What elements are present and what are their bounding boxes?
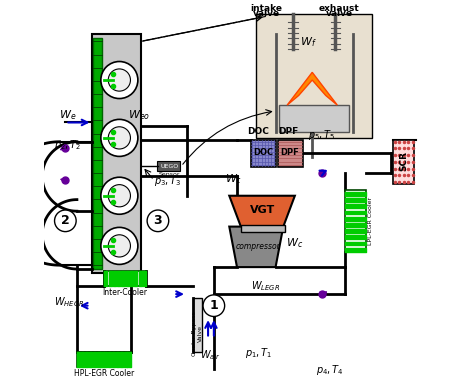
FancyBboxPatch shape [250, 140, 275, 167]
Text: 2: 2 [61, 215, 70, 227]
Text: Sensor: Sensor [159, 172, 180, 177]
Text: $W_{LEGR}$: $W_{LEGR}$ [251, 279, 281, 293]
Text: exhaust: exhaust [319, 4, 360, 12]
Text: VGT: VGT [249, 206, 275, 215]
Circle shape [203, 295, 225, 316]
Text: $W_t$: $W_t$ [225, 172, 241, 186]
Text: SCR: SCR [399, 151, 408, 171]
Text: DPF: DPF [281, 149, 299, 158]
FancyBboxPatch shape [104, 271, 146, 286]
Circle shape [101, 227, 138, 264]
FancyBboxPatch shape [241, 225, 285, 232]
Text: $W_{HEGR}$: $W_{HEGR}$ [54, 296, 84, 310]
Circle shape [108, 235, 130, 257]
FancyBboxPatch shape [93, 37, 101, 269]
Text: 3: 3 [154, 215, 162, 227]
Text: Inter-Cooler: Inter-Cooler [103, 288, 147, 297]
Text: $p_1, T_1$: $p_1, T_1$ [245, 346, 272, 360]
FancyBboxPatch shape [157, 161, 180, 172]
Circle shape [101, 119, 138, 156]
Text: $W_c$: $W_c$ [286, 237, 303, 250]
Circle shape [101, 177, 138, 214]
Polygon shape [287, 72, 337, 105]
Circle shape [108, 184, 130, 207]
Text: LPL-EGR Cooler: LPL-EGR Cooler [368, 197, 373, 245]
Text: DOC: DOC [247, 127, 269, 136]
Text: valve: valve [326, 9, 353, 18]
Text: $p_4, T_4$: $p_4, T_4$ [316, 363, 344, 377]
FancyBboxPatch shape [393, 140, 414, 184]
Circle shape [55, 210, 76, 232]
FancyBboxPatch shape [256, 14, 372, 138]
Circle shape [108, 69, 130, 91]
Text: $W_{eo}$: $W_{eo}$ [128, 108, 150, 122]
Text: compressor: compressor [236, 242, 281, 251]
Text: intake: intake [250, 4, 282, 12]
Text: DPF: DPF [278, 127, 298, 136]
FancyBboxPatch shape [192, 298, 202, 352]
Polygon shape [229, 196, 295, 227]
Circle shape [108, 127, 130, 149]
FancyBboxPatch shape [277, 140, 302, 167]
Text: $W_e$: $W_e$ [59, 108, 77, 122]
Text: $p_5, T_5$: $p_5, T_5$ [308, 128, 336, 142]
FancyBboxPatch shape [280, 105, 349, 132]
Text: DOC: DOC [253, 149, 273, 158]
Text: $p_2, T_2$: $p_2, T_2$ [54, 138, 81, 152]
Text: $W_f$: $W_f$ [300, 35, 317, 49]
Text: $p_3, T_3$: $p_3, T_3$ [154, 174, 182, 188]
Circle shape [147, 210, 169, 232]
Circle shape [101, 62, 138, 99]
Text: valve: valve [252, 9, 280, 18]
FancyBboxPatch shape [345, 190, 366, 252]
Text: Cooler Bypass
Valve: Cooler Bypass Valve [192, 312, 203, 356]
Polygon shape [229, 227, 283, 267]
Text: UEGO: UEGO [160, 164, 179, 169]
Text: $W_{air}$: $W_{air}$ [200, 348, 220, 362]
Text: 1: 1 [210, 299, 218, 312]
FancyBboxPatch shape [92, 34, 141, 273]
FancyBboxPatch shape [77, 352, 131, 367]
Text: HPL-EGR Cooler: HPL-EGR Cooler [74, 369, 134, 378]
